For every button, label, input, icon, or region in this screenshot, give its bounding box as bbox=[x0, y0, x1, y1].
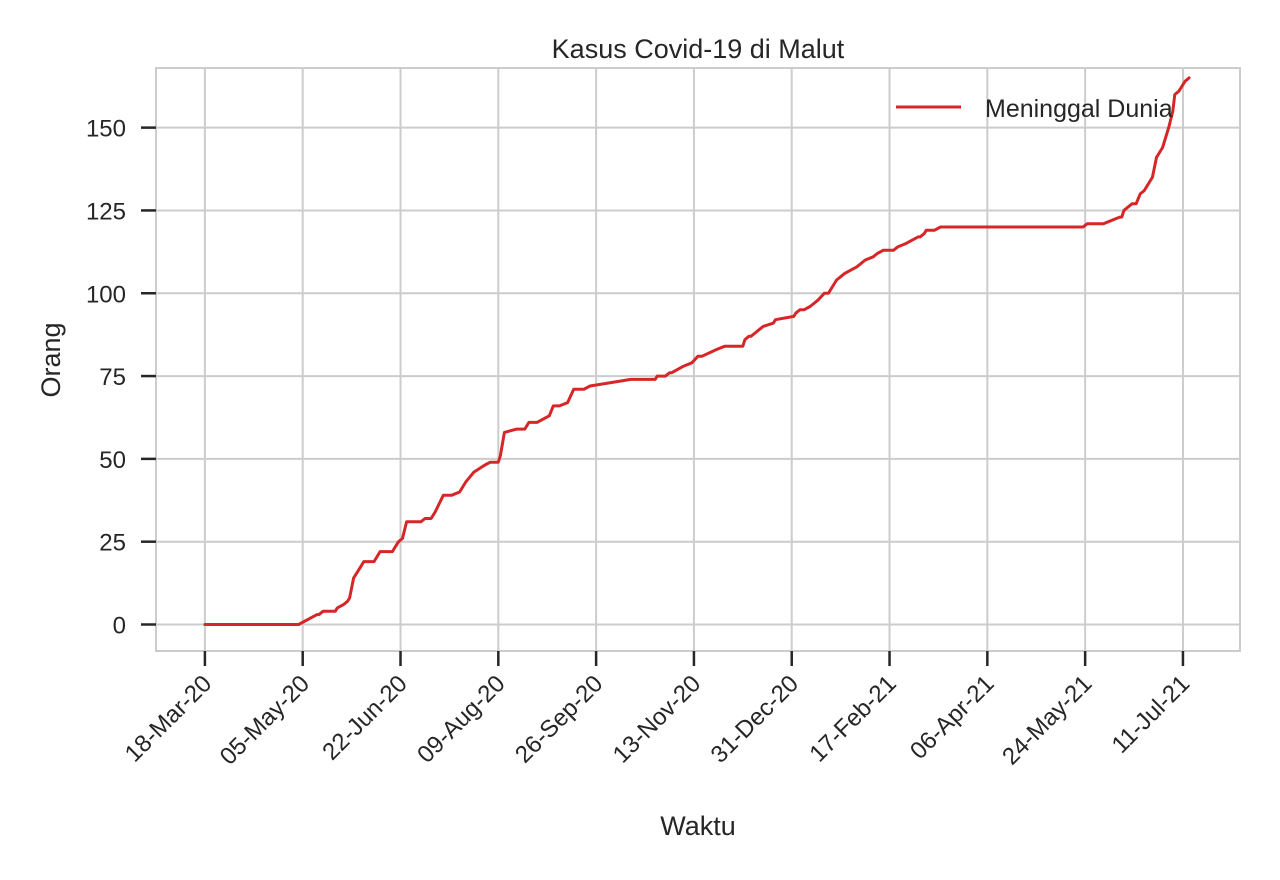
x-tick-label: 13-Nov-20 bbox=[608, 670, 706, 768]
legend: Meninggal Dunia bbox=[896, 95, 1173, 123]
grid bbox=[156, 68, 1240, 651]
x-tick-label: 05-May-20 bbox=[215, 670, 315, 770]
y-tick-label: 25 bbox=[99, 530, 126, 557]
y-tick-label: 100 bbox=[86, 281, 126, 308]
x-tick-label: 11-Jul-21 bbox=[1107, 670, 1196, 759]
chart-title: Kasus Covid-19 di Malut bbox=[552, 34, 845, 64]
y-tick-label: 150 bbox=[86, 116, 126, 143]
x-tick-label: 24-May-21 bbox=[997, 670, 1097, 770]
series-line-meninggal-dunia bbox=[203, 76, 1191, 626]
legend-label: Meninggal Dunia bbox=[985, 95, 1173, 123]
series-group bbox=[203, 76, 1191, 626]
x-tick-label: 06-Apr-21 bbox=[905, 670, 1000, 765]
x-axis-label: Waktu bbox=[660, 811, 736, 841]
x-tick-label: 22-Jun-20 bbox=[317, 670, 413, 766]
y-axis-label: Orang bbox=[36, 322, 66, 397]
x-tick-label: 17-Feb-21 bbox=[804, 670, 901, 767]
plot-area-frame bbox=[155, 67, 1241, 652]
y-tick-label: 0 bbox=[113, 613, 126, 640]
x-tick-label: 18-Mar-20 bbox=[120, 670, 217, 767]
y-tick-label: 75 bbox=[99, 364, 126, 391]
y-tick-label: 125 bbox=[86, 198, 126, 225]
x-tick-label: 09-Aug-20 bbox=[412, 670, 510, 768]
x-tick-label: 31-Dec-20 bbox=[706, 670, 804, 768]
y-tick-label: 50 bbox=[99, 447, 126, 474]
x-tick-label: 26-Sep-20 bbox=[510, 670, 608, 768]
